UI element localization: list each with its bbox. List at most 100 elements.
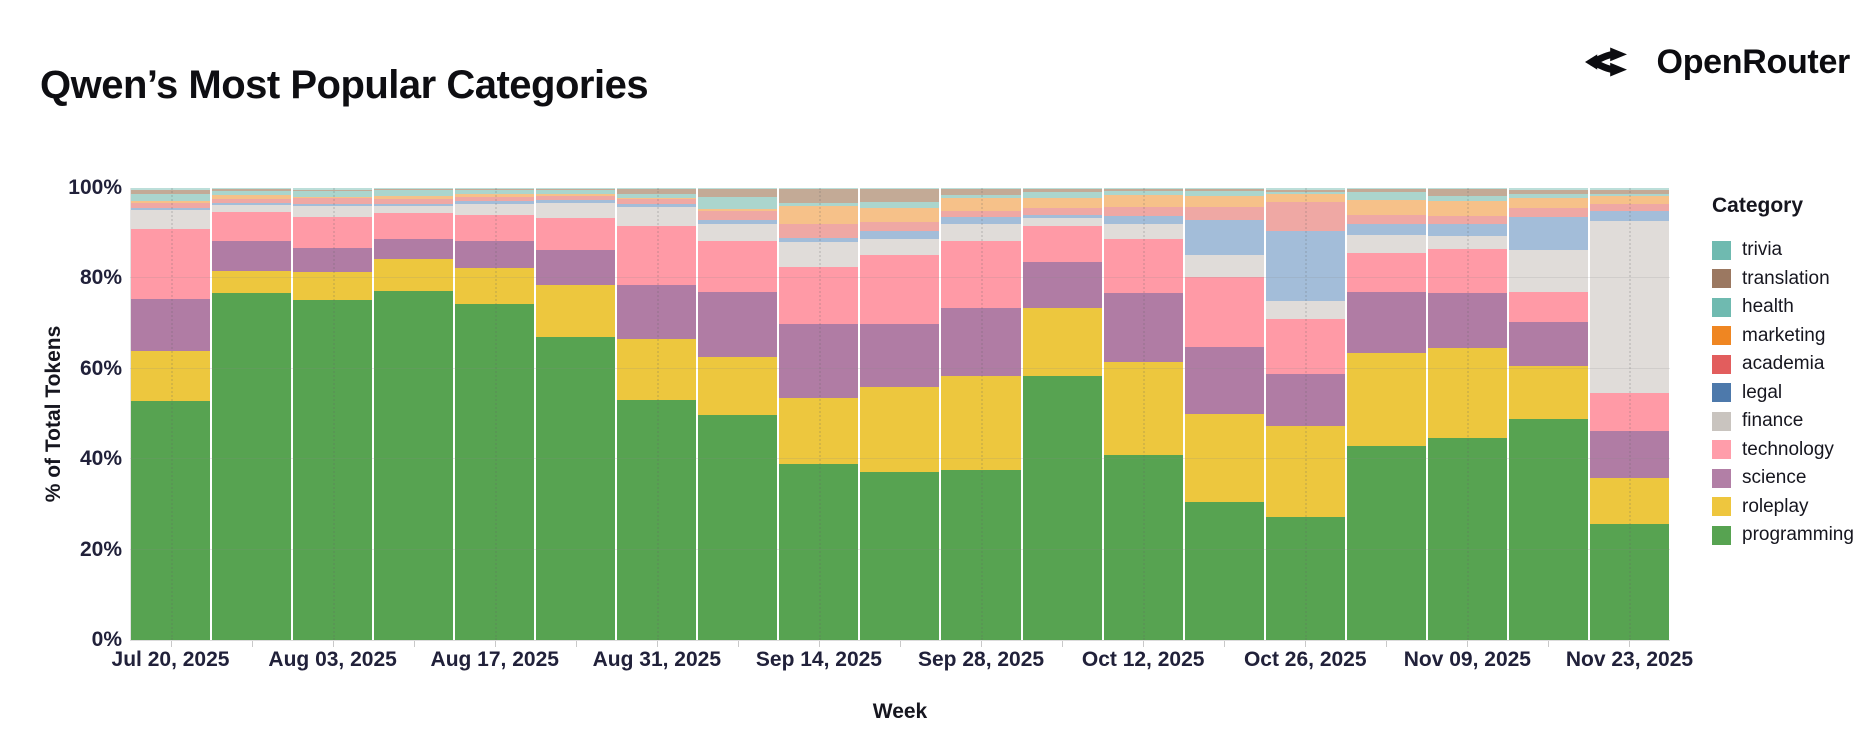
bar-segment-programming[interactable] <box>212 292 292 640</box>
bar-segment-health[interactable] <box>1103 190 1183 195</box>
bar-segment-programming[interactable] <box>131 400 211 640</box>
bar-segment-marketing[interactable] <box>293 196 373 199</box>
bar-segment-programming[interactable] <box>1103 454 1183 640</box>
legend-item-finance[interactable]: finance <box>1712 407 1854 436</box>
bar-segment-science[interactable] <box>1346 291 1426 354</box>
bar-segment-finance[interactable] <box>860 238 940 256</box>
bar-segment-programming[interactable] <box>698 414 778 640</box>
bar-segment-finance[interactable] <box>698 223 778 242</box>
bar-segment-legal[interactable] <box>1184 220 1264 256</box>
bar-segment-marketing[interactable] <box>131 201 211 203</box>
bar-segment-programming[interactable] <box>617 400 697 640</box>
bar-segment-trivia[interactable] <box>1022 188 1102 190</box>
bar-segment-science[interactable] <box>1022 261 1102 308</box>
bar-segment-legal[interactable] <box>212 202 292 206</box>
bar-segment-science[interactable] <box>1103 293 1183 363</box>
bar-segment-trivia[interactable] <box>212 188 292 190</box>
bar-segment-trivia[interactable] <box>779 188 859 190</box>
bar-segment-trivia[interactable] <box>1184 188 1264 189</box>
bar-segment-programming[interactable] <box>374 291 454 640</box>
bar-segment-academia[interactable] <box>1508 207 1588 217</box>
bar-segment-programming[interactable] <box>1184 502 1264 640</box>
bar-segment-finance[interactable] <box>779 242 859 267</box>
bar-segment-science[interactable] <box>536 250 616 286</box>
bar-segment-marketing[interactable] <box>779 205 859 225</box>
bar-segment-marketing[interactable] <box>617 197 697 199</box>
bar-segment-legal[interactable] <box>1022 214 1102 219</box>
bar-segment-marketing[interactable] <box>860 208 940 222</box>
bar-segment-finance[interactable] <box>1022 218 1102 226</box>
bar-segment-programming[interactable] <box>779 463 859 640</box>
bar-segment-trivia[interactable] <box>1346 188 1426 190</box>
bar-segment-health[interactable] <box>212 190 292 196</box>
bar-segment-roleplay[interactable] <box>1184 414 1264 503</box>
bar-column[interactable] <box>1022 188 1102 640</box>
bar-segment-technology[interactable] <box>617 225 697 286</box>
bar-column[interactable] <box>374 188 454 640</box>
bar-segment-roleplay[interactable] <box>617 339 697 401</box>
bar-segment-health[interactable] <box>617 193 697 198</box>
bar-segment-science[interactable] <box>1589 431 1669 478</box>
bar-segment-marketing[interactable] <box>1589 195 1669 205</box>
bar-segment-technology[interactable] <box>698 241 778 293</box>
bar-segment-marketing[interactable] <box>1265 194 1345 203</box>
bar-segment-finance[interactable] <box>374 206 454 213</box>
bar-segment-trivia[interactable] <box>617 188 697 190</box>
bar-segment-marketing[interactable] <box>1427 200 1507 216</box>
bar-segment-marketing[interactable] <box>941 197 1021 211</box>
bar-segment-translation[interactable] <box>698 188 778 198</box>
bar-segment-marketing[interactable] <box>1022 198 1102 208</box>
legend-item-trivia[interactable]: trivia <box>1712 236 1854 265</box>
bar-segment-trivia[interactable] <box>698 188 778 189</box>
bar-segment-programming[interactable] <box>455 303 535 640</box>
bar-segment-translation[interactable] <box>1427 189 1507 196</box>
bar-segment-legal[interactable] <box>1346 223 1426 236</box>
bar-segment-legal[interactable] <box>698 219 778 224</box>
bar-segment-legal[interactable] <box>536 200 616 204</box>
bar-segment-finance[interactable] <box>455 203 535 216</box>
bar-segment-academia[interactable] <box>212 199 292 203</box>
bar-segment-roleplay[interactable] <box>536 285 616 337</box>
bar-segment-marketing[interactable] <box>1184 195 1264 208</box>
bar-segment-academia[interactable] <box>293 198 373 205</box>
bar-segment-legal[interactable] <box>1589 211 1669 222</box>
bar-segment-roleplay[interactable] <box>698 356 778 415</box>
bar-segment-translation[interactable] <box>1508 189 1588 194</box>
legend-item-technology[interactable]: technology <box>1712 436 1854 465</box>
bar-segment-roleplay[interactable] <box>860 386 940 473</box>
bar-segment-translation[interactable] <box>617 189 697 194</box>
bar-segment-science[interactable] <box>1184 346 1264 415</box>
bar-segment-translation[interactable] <box>1022 189 1102 193</box>
bar-segment-trivia[interactable] <box>536 188 616 189</box>
bar-segment-health[interactable] <box>1265 192 1345 195</box>
bar-segment-translation[interactable] <box>131 190 211 195</box>
bar-segment-finance[interactable] <box>131 210 211 230</box>
bar-segment-translation[interactable] <box>212 189 292 191</box>
bar-column[interactable] <box>1184 188 1264 640</box>
bar-segment-roleplay[interactable] <box>455 267 535 304</box>
bar-segment-programming[interactable] <box>1427 437 1507 640</box>
bar-segment-science[interactable] <box>1508 322 1588 366</box>
bar-segment-health[interactable] <box>1022 192 1102 199</box>
bar-segment-roleplay[interactable] <box>1508 365 1588 420</box>
bar-segment-academia[interactable] <box>941 210 1021 218</box>
bar-segment-finance[interactable] <box>1508 249 1588 292</box>
bar-segment-programming[interactable] <box>1589 523 1669 640</box>
bar-segment-programming[interactable] <box>941 469 1021 640</box>
bar-segment-academia[interactable] <box>617 198 697 205</box>
bar-segment-marketing[interactable] <box>1346 200 1426 215</box>
bar-segment-marketing[interactable] <box>455 194 535 197</box>
bar-segment-science[interactable] <box>617 285 697 340</box>
bar-column[interactable] <box>455 188 535 640</box>
bar-segment-science[interactable] <box>212 240 292 272</box>
legend-item-roleplay[interactable]: roleplay <box>1712 493 1854 522</box>
bar-segment-programming[interactable] <box>1346 445 1426 640</box>
bar-segment-health[interactable] <box>455 189 535 195</box>
bar-segment-health[interactable] <box>293 191 373 197</box>
bar-segment-health[interactable] <box>698 197 778 209</box>
bar-segment-programming[interactable] <box>536 336 616 640</box>
bar-segment-technology[interactable] <box>860 255 940 325</box>
bar-segment-legal[interactable] <box>293 204 373 207</box>
bar-segment-marketing[interactable] <box>698 208 778 212</box>
bar-column[interactable] <box>1346 188 1426 640</box>
